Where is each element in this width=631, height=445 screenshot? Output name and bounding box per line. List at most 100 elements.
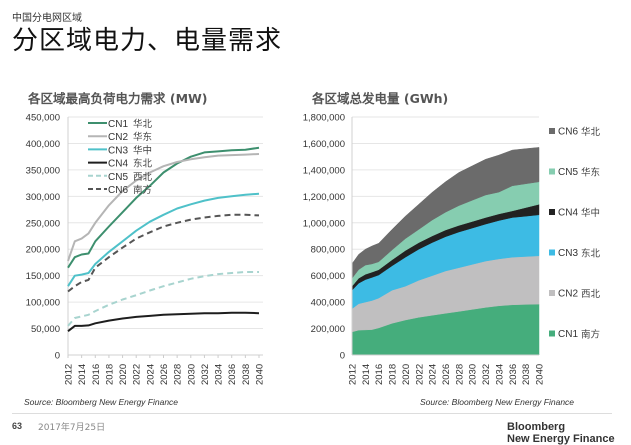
x-tick-label: 2012 (348, 364, 359, 385)
x-tick-label: 2026 (159, 364, 170, 385)
y-tick-label: 400,000 (26, 139, 60, 150)
legend-region: 华北 (581, 126, 601, 138)
y-tick-label: 1,600,000 (303, 139, 345, 150)
y-tick-label: 100,000 (26, 298, 60, 309)
x-tick-label: 2020 (401, 364, 412, 385)
x-tick-label: 2036 (508, 364, 519, 385)
legend-swatch-cn2 (549, 290, 555, 296)
x-tick-label: 2040 (535, 364, 546, 385)
legend-label: CN2 (558, 289, 578, 300)
x-tick-label: 2028 (454, 364, 465, 385)
series-line-cn5 (67, 271, 259, 327)
x-tick-label: 2038 (521, 364, 532, 385)
legend-region: 西北 (581, 289, 601, 300)
y-tick-label: 0 (55, 351, 60, 362)
legend-region: 华北 (133, 118, 153, 130)
y-tick-label: 200,000 (311, 324, 345, 335)
x-tick-label: 2028 (173, 364, 184, 385)
slide-title: 分区域电力、电量需求 (12, 26, 283, 56)
y-tick-label: 350,000 (26, 165, 60, 176)
y-tick-label: 0 (340, 351, 345, 362)
brand-logo: Bloomberg New Energy Finance (507, 421, 615, 445)
legend-swatch-cn6 (549, 128, 555, 134)
x-tick-label: 2040 (255, 364, 266, 385)
y-tick-label: 50,000 (31, 324, 60, 335)
x-tick-label: 2018 (104, 364, 115, 385)
legend-region: 华东 (133, 131, 152, 143)
series-line-cn4 (67, 311, 260, 332)
x-tick-label: 2026 (441, 364, 452, 385)
y-tick-label: 200,000 (26, 245, 60, 256)
y-tick-label: 450,000 (26, 113, 60, 124)
peak-load-line-chart: 0 50,000 100,000 150,000 200,000 250,000 300,0… (26, 113, 266, 386)
x-tick-label: 2018 (388, 364, 399, 385)
brand-line-1: Bloomberg (507, 421, 566, 433)
y-tick-label: 1,200,000 (303, 192, 345, 203)
legend-swatch-cn1 (549, 330, 555, 337)
x-tick-label: 2014 (77, 364, 88, 385)
legend-region: 华东 (581, 167, 600, 179)
series-line-cn2 (67, 153, 260, 262)
y-tick-label: 250,000 (26, 218, 60, 229)
legend-region: 东北 (133, 158, 153, 170)
x-tick-label: 2030 (468, 364, 479, 385)
y-tick-label: 600,000 (311, 271, 345, 282)
legend-label: CN6 (558, 127, 578, 138)
right-chart-source: Source: Bloomberg New Energy Finance (420, 397, 575, 407)
left-chart-title: 各区域最高负荷电力需求 (MW) (28, 91, 208, 106)
y-tick-label: 150,000 (26, 271, 60, 282)
x-tick-label: 2022 (132, 364, 143, 385)
x-tick-label: 2030 (186, 364, 197, 385)
legend-label: CN4 (108, 159, 128, 170)
y-tick-label: 1,000,000 (303, 218, 345, 229)
y-tick-label: 400,000 (311, 298, 345, 309)
left-chart-source: Source: Bloomberg New Energy Finance (24, 397, 179, 407)
x-tick-label: 2032 (481, 364, 492, 385)
x-tick-label: 2034 (494, 364, 505, 385)
legend-label: CN1 (558, 329, 578, 340)
legend-label: CN3 (108, 145, 128, 156)
legend-region: 华中 (581, 207, 600, 219)
x-tick-label: 2022 (414, 364, 425, 385)
x-tick-label: 2014 (361, 364, 372, 385)
legend-region: 南方 (581, 329, 600, 341)
x-tick-label: 2034 (214, 364, 225, 385)
series-line-cn6 (67, 213, 260, 293)
legend-label: CN6 (108, 185, 128, 196)
area-cn6 (351, 147, 540, 280)
right-chart-title: 各区域总发电量 (GWh) (312, 91, 449, 106)
y-tick-label: 1,400,000 (303, 165, 345, 176)
y-tick-label: 800,000 (311, 245, 345, 256)
legend-label: CN2 (108, 132, 128, 143)
legend-label: CN4 (558, 208, 578, 219)
legend-label: CN3 (558, 248, 578, 259)
legend-label: CN5 (108, 172, 128, 183)
legend-region: 西北 (133, 172, 153, 183)
y-tick-label: 1,800,000 (303, 113, 345, 124)
footer-divider (12, 413, 612, 414)
legend-swatch-cn4 (549, 209, 555, 215)
x-tick-label: 2024 (428, 364, 439, 385)
x-tick-label: 2016 (374, 364, 385, 385)
x-tick-label: 2024 (145, 364, 156, 385)
generation-stacked-area-chart: 0 200,000 400,000 600,000 800,000 1,000,000 1,… (303, 113, 601, 386)
series-line-cn1 (67, 146, 260, 269)
series-line-cn3 (67, 192, 260, 287)
legend-swatch-cn3 (549, 249, 555, 256)
x-tick-label: 2038 (241, 364, 252, 385)
legend-swatch-cn5 (549, 168, 555, 175)
x-tick-label: 2016 (91, 364, 102, 385)
brand-line-2: New Energy Finance (507, 433, 615, 445)
legend-region: 东北 (581, 248, 601, 260)
x-tick-label: 2012 (64, 364, 75, 385)
legend-region: 南方 (133, 184, 152, 196)
x-tick-label: 2036 (227, 364, 238, 385)
y-tick-label: 300,000 (26, 192, 60, 203)
legend-region: 华中 (133, 144, 152, 156)
slide-subtitle: 中国分电网区域 (12, 13, 82, 24)
x-tick-label: 2032 (200, 364, 211, 385)
legend-label: CN1 (108, 119, 128, 130)
page-number: 63 (12, 421, 23, 431)
x-tick-label: 2020 (118, 364, 129, 385)
legend-label: CN5 (558, 167, 578, 178)
